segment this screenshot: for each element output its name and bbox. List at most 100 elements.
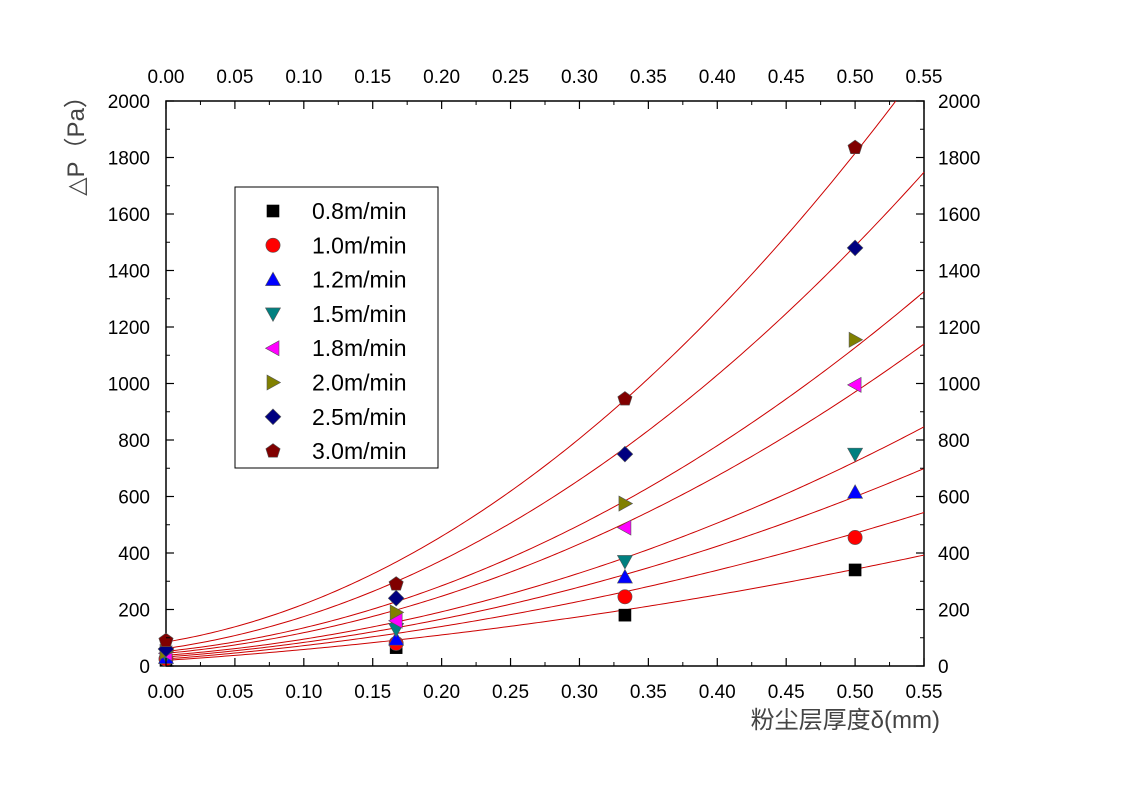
x-tick-label-bottom: 0.20 — [423, 682, 460, 703]
x-tick-label-top: 0.00 — [148, 67, 185, 88]
fit-curve — [165, 343, 925, 654]
data-points — [157, 139, 864, 667]
legend: 0.8m/min 1.0m/min 1.2m/min 1.5m/min 1.8m/min… — [234, 186, 439, 469]
fit-curve — [165, 468, 925, 658]
y-tick-label-left: 400 — [118, 544, 150, 565]
x-tick-label-top: 0.50 — [837, 67, 874, 88]
y-tick-label-left: 0 — [139, 657, 150, 678]
data-point — [616, 519, 632, 536]
legend-label: 2.5m/min — [312, 404, 407, 430]
x-tick-label-top: 0.20 — [423, 67, 460, 88]
y-tick-label-left: 200 — [118, 601, 150, 622]
fit-curve — [165, 171, 925, 649]
legend-label: 3.0m/min — [312, 438, 407, 464]
data-point — [158, 632, 174, 647]
data-point — [388, 576, 404, 591]
legend-marker — [264, 307, 282, 323]
x-tick-label-bottom: 0.25 — [492, 682, 529, 703]
x-tick-label-bottom: 0.55 — [906, 682, 943, 703]
legend-marker — [266, 204, 280, 218]
legend-label: 1.2m/min — [312, 267, 407, 293]
x-tick-label-top: 0.55 — [906, 67, 943, 88]
y-tick-label-left: 800 — [118, 431, 150, 452]
y-tick-label-right: 0 — [938, 657, 949, 678]
x-tick-label-top: 0.05 — [216, 67, 253, 88]
data-point — [848, 331, 864, 348]
y-tick-label-right: 1800 — [938, 149, 980, 170]
legend-label: 1.5m/min — [312, 301, 407, 327]
legend-label: 1.8m/min — [312, 335, 407, 361]
x-tick-label-bottom: 0.05 — [216, 682, 253, 703]
y-tick-label-left: 1600 — [108, 205, 150, 226]
data-point — [847, 530, 863, 545]
y-tick-label-right: 800 — [938, 431, 970, 452]
y-tick-label-left: 2000 — [108, 92, 150, 113]
y-tick-label-right: 600 — [938, 488, 970, 509]
data-point — [847, 139, 863, 154]
legend-marker — [264, 340, 280, 357]
legend-marker — [266, 374, 282, 391]
legend-box — [234, 186, 439, 469]
data-point — [387, 589, 405, 607]
y-tick-label-left: 1000 — [108, 375, 150, 396]
legend-label: 1.0m/min — [312, 232, 407, 258]
data-point — [847, 484, 864, 499]
data-point — [616, 555, 633, 570]
data-point — [847, 447, 864, 463]
data-point — [616, 445, 634, 463]
y-tick-label-right: 200 — [938, 601, 970, 622]
y-tick-label-right: 2000 — [938, 92, 980, 113]
fit-curve — [165, 512, 925, 660]
legend-marker — [265, 443, 281, 458]
x-tick-label-top: 0.10 — [285, 67, 322, 88]
fit-curve — [165, 100, 897, 643]
x-tick-label-top: 0.45 — [768, 67, 805, 88]
legend-marker — [265, 237, 281, 253]
x-tick-label-bottom: 0.15 — [354, 682, 391, 703]
x-tick-label-bottom: 0.35 — [630, 682, 667, 703]
legend-items: 0.8m/min 1.0m/min 1.2m/min 1.5m/min 1.8m/min… — [264, 198, 407, 464]
x-tick-label-top: 0.25 — [492, 67, 529, 88]
data-point — [616, 568, 633, 584]
data-point — [389, 604, 405, 621]
data-point — [618, 608, 632, 622]
data-point — [618, 495, 634, 512]
y-tick-label-right: 1600 — [938, 205, 980, 226]
x-tick-label-bottom: 0.10 — [285, 682, 322, 703]
y-tick-label-right: 1400 — [938, 262, 980, 283]
y-tick-label-right: 400 — [938, 544, 970, 565]
x-tick-label-top: 0.30 — [561, 67, 598, 88]
fit-curve — [165, 291, 925, 652]
axis-ticks — [165, 100, 925, 667]
x-tick-label-top: 0.40 — [699, 67, 736, 88]
x-tick-label-top: 0.15 — [354, 67, 391, 88]
data-point — [846, 239, 864, 257]
legend-label: 0.8m/min — [312, 198, 407, 224]
legend-label: 2.0m/min — [312, 370, 407, 396]
legend-marker — [264, 408, 282, 426]
x-tick-label-bottom: 0.30 — [561, 682, 598, 703]
y-tick-label-right: 1200 — [938, 318, 980, 339]
x-axis-title: 粉尘层厚度δ(mm) — [751, 707, 940, 734]
data-point — [617, 391, 633, 406]
axis-tick-labels: 0.00 0.00 0.05 0.05 0.10 0.10 0.15 0.15 0.20 0.20… — [108, 67, 981, 703]
y-tick-label-left: 1800 — [108, 149, 150, 170]
x-tick-label-bottom: 0.45 — [768, 682, 805, 703]
data-point — [388, 631, 405, 646]
fit-curves — [165, 100, 925, 661]
y-axis-title: △P（Pa） — [63, 84, 90, 196]
x-tick-label-bottom: 0.00 — [148, 682, 185, 703]
fit-curve — [165, 554, 925, 661]
x-tick-label-bottom: 0.40 — [699, 682, 736, 703]
data-point — [848, 563, 862, 577]
data-point — [617, 589, 633, 605]
legend-marker — [264, 271, 282, 286]
fit-curve — [165, 426, 925, 656]
y-tick-label-left: 1200 — [108, 318, 150, 339]
x-tick-label-top: 0.35 — [630, 67, 667, 88]
y-tick-label-right: 1000 — [938, 375, 980, 396]
x-tick-label-bottom: 0.50 — [837, 682, 874, 703]
y-tick-label-left: 600 — [118, 488, 150, 509]
y-tick-label-left: 1400 — [108, 262, 150, 283]
